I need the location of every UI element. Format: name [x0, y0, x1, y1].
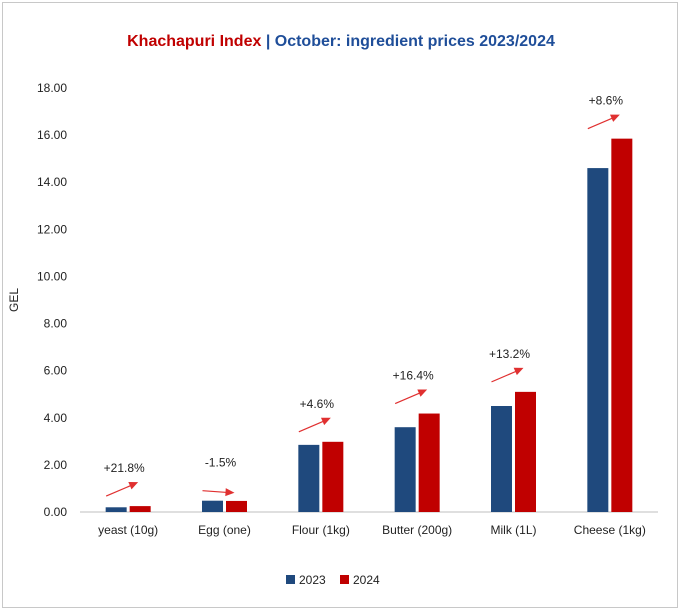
chart-legend: 2023 2024	[286, 573, 380, 587]
y-tick-label: 14.00	[37, 175, 67, 189]
change-arrow-head	[225, 488, 235, 497]
legend-label-2023: 2023	[299, 573, 326, 587]
change-arrow-head	[128, 482, 139, 490]
chart-axes: 0.00 2.00 4.00 6.00 8.00 10.00 12.00 14.00 16.00…	[7, 81, 658, 537]
bar-2024	[611, 138, 633, 512]
chart-title-separator: |	[265, 33, 271, 50]
y-tick-label: 0.00	[44, 505, 68, 519]
y-tick-label: 4.00	[44, 411, 68, 425]
chart-title-brand: Khachapuri Index	[127, 33, 262, 50]
bar-2023	[587, 168, 609, 513]
y-tick-label: 2.00	[44, 458, 68, 472]
change-arrow-line	[105, 483, 135, 497]
chart-title: Khachapuri Index | October: ingredient p…	[0, 33, 682, 51]
x-tick-label: Cheese (1kg)	[574, 523, 646, 537]
bar-2024	[129, 506, 151, 512]
bar-2024	[322, 441, 344, 512]
y-tick-label: 16.00	[37, 128, 67, 142]
change-label: +16.4%	[393, 369, 434, 383]
bar-2023	[491, 406, 512, 512]
bar-2023	[298, 444, 320, 512]
legend-swatch-2024	[340, 575, 349, 584]
change-arrow-line	[491, 369, 520, 383]
change-arrow-line	[298, 419, 328, 433]
x-tick-label: yeast (10g)	[98, 523, 158, 537]
y-axis-label: GEL	[7, 288, 21, 312]
change-label: +8.6%	[589, 94, 624, 108]
change-arrow-head	[513, 367, 524, 376]
change-arrow-line	[394, 390, 424, 405]
x-tick-label: Milk (1L)	[490, 523, 536, 537]
legend-label-2024: 2024	[353, 573, 380, 587]
chart-annotations: +21.8% -1.5% +4.6% +16.4% +13.2% +8.6%	[104, 94, 624, 497]
x-tick-label: Egg (one)	[198, 523, 251, 537]
y-tick-label: 10.00	[37, 269, 67, 283]
chart-title-rest: October: ingredient prices 2023/2024	[274, 33, 555, 50]
bar-2024	[515, 391, 536, 512]
y-tick-label: 6.00	[44, 364, 68, 378]
legend-swatch-2023	[286, 575, 295, 584]
bar-2023	[394, 427, 416, 512]
y-tick-label: 18.00	[37, 81, 67, 95]
y-tick-label: 12.00	[37, 222, 67, 236]
change-label: +4.6%	[300, 397, 335, 411]
change-arrow-head	[609, 114, 620, 122]
change-label: +21.8%	[104, 461, 145, 475]
y-tick-label: 8.00	[44, 317, 68, 331]
bar-2023	[202, 500, 223, 512]
change-label: -1.5%	[205, 456, 237, 470]
change-arrow-line	[587, 116, 617, 130]
change-arrow-head	[417, 389, 428, 397]
bar-2024	[226, 500, 247, 512]
x-tick-label: Flour (1kg)	[292, 523, 350, 537]
change-arrow-head	[320, 417, 331, 426]
bar-2024	[418, 413, 440, 512]
chart-bars	[105, 138, 633, 513]
change-label: +13.2%	[489, 347, 530, 361]
bar-2023	[105, 507, 127, 512]
x-tick-label: Butter (200g)	[382, 523, 452, 537]
